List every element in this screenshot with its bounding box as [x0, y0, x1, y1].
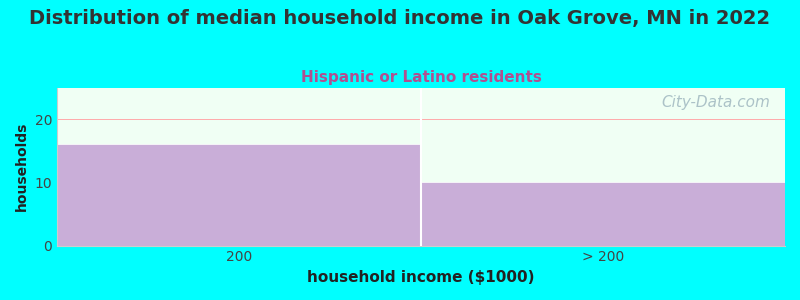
- Bar: [57, 144, 421, 246]
- Y-axis label: households: households: [15, 122, 29, 211]
- X-axis label: household income ($1000): household income ($1000): [307, 270, 534, 285]
- Text: City-Data.com: City-Data.com: [662, 95, 770, 110]
- Text: Distribution of median household income in Oak Grove, MN in 2022: Distribution of median household income …: [30, 9, 770, 28]
- Bar: [421, 182, 785, 246]
- Title: Hispanic or Latino residents: Hispanic or Latino residents: [301, 70, 542, 85]
